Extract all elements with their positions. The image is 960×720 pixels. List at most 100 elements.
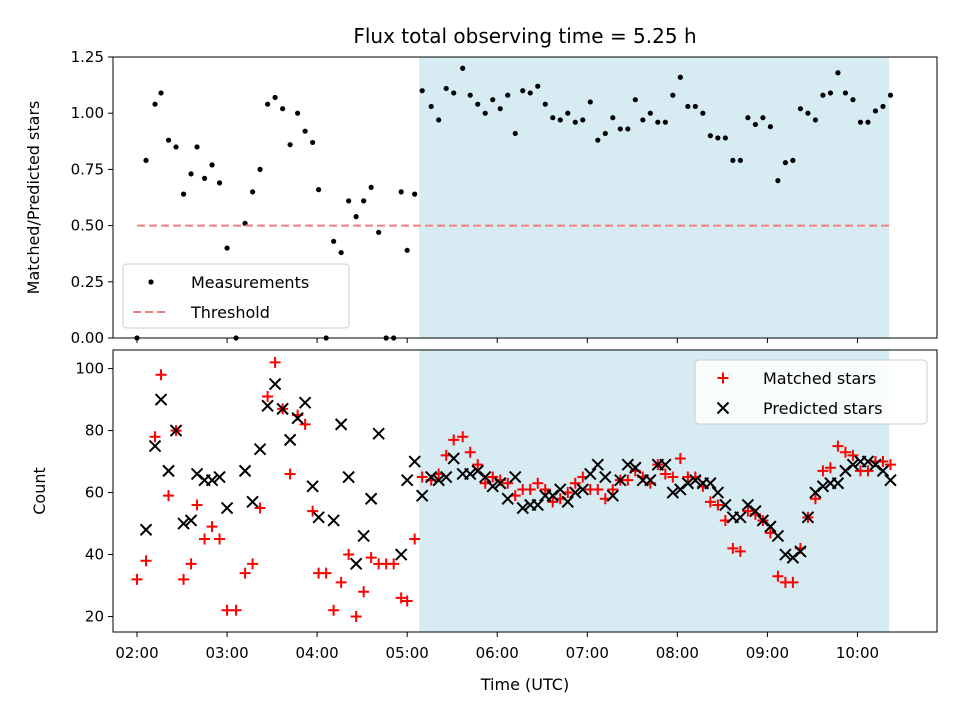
legend-box — [694, 359, 928, 425]
measurement-point — [715, 135, 721, 141]
predicted-star-point — [614, 473, 627, 487]
predicted-star-point — [576, 483, 589, 496]
predicted-star-point — [154, 393, 168, 406]
matched-star-point — [155, 369, 167, 381]
predicted-star-point — [283, 433, 297, 447]
predicted-star-point — [771, 529, 785, 543]
predicted-star-point — [177, 517, 190, 530]
legend-marker-swatch — [717, 372, 729, 384]
matched-star-point — [131, 573, 143, 585]
predicted-star-point — [184, 514, 198, 527]
predicted-star-point — [509, 470, 522, 484]
measurement-point — [677, 74, 683, 80]
measurement-point — [143, 157, 149, 164]
measurement-point — [880, 103, 886, 110]
measurement-point — [745, 115, 751, 121]
measurement-point — [505, 92, 511, 98]
ratio-panel-axes: 0.00 0.25 0.50 0.75 1.00 1.25 — [71, 48, 858, 347]
measurement-point — [216, 180, 223, 186]
measurement-point — [610, 115, 616, 121]
y-tick-label: 0.75 — [71, 160, 104, 178]
predicted-star-point — [666, 486, 680, 499]
measurement-point — [565, 110, 571, 116]
matched-star-point — [284, 468, 296, 480]
predicted-star-point — [779, 548, 792, 561]
predicted-star-point — [719, 498, 732, 512]
predicted-star-point — [876, 464, 890, 478]
predicted-star-point — [606, 489, 620, 502]
measurement-point — [850, 97, 856, 103]
measurement-point — [316, 187, 322, 193]
matched-star-point — [734, 545, 746, 557]
measurement-point — [482, 110, 488, 116]
x-tick-label: 04:00 — [296, 644, 339, 662]
measurement-point — [835, 70, 841, 76]
predicted-star-point — [169, 424, 183, 437]
predicted-star-point — [501, 492, 514, 505]
predicted-star-point — [261, 399, 274, 412]
measurement-point — [647, 110, 653, 116]
measurement-point — [542, 101, 548, 107]
predicted-star-point — [291, 411, 304, 425]
measurement-point — [820, 92, 826, 98]
measurement-point — [353, 214, 359, 220]
predicted-star-point — [349, 557, 363, 571]
predicted-star-point — [439, 470, 453, 484]
predicted-star-point — [238, 464, 252, 478]
predicted-star-point — [749, 504, 762, 518]
matched-star-point — [727, 542, 739, 554]
measurement-point — [451, 90, 457, 96]
predicted-star-point — [591, 458, 605, 471]
matched-star-point — [163, 490, 175, 502]
matched-star-point — [862, 465, 874, 477]
matched-star-point — [185, 558, 197, 570]
predicted-star-point — [659, 458, 672, 471]
measurement-point — [752, 121, 758, 128]
x-axis-label: Time (UTC) — [480, 675, 569, 694]
matched-star-point — [230, 604, 242, 616]
matched-star-point — [416, 471, 428, 483]
measurement-point — [887, 92, 894, 98]
matched-star-point — [787, 576, 799, 588]
matched-star-point — [365, 552, 377, 564]
predicted-star-point — [554, 483, 567, 496]
matched-star-point — [350, 611, 362, 623]
measurement-point — [572, 119, 578, 125]
measurement-point — [376, 229, 382, 235]
matched-star-point — [464, 446, 476, 458]
predicted-star-point — [357, 529, 370, 543]
measurement-point — [640, 117, 646, 123]
matched-star-point — [328, 604, 340, 616]
matched-star-point — [659, 468, 671, 480]
measurement-point — [662, 119, 668, 125]
legend-marker-swatch — [716, 401, 730, 415]
measurement-point — [842, 90, 849, 96]
measurement-point — [490, 97, 496, 103]
predicted-star-point — [764, 520, 777, 533]
predicted-star-point — [464, 467, 477, 481]
predicted-star-point — [447, 452, 460, 465]
matched-star-point — [674, 452, 686, 464]
matched-star-point — [239, 567, 251, 579]
measurement-point — [158, 90, 164, 96]
measurement-point — [188, 171, 194, 177]
y-tick-label: 20 — [85, 608, 104, 626]
measurement-point — [632, 97, 638, 103]
matched-star-point — [149, 431, 161, 443]
matched-star-point — [712, 499, 724, 511]
measurement-point — [692, 103, 698, 110]
measurement-point — [467, 92, 473, 98]
measurement-point — [398, 189, 404, 195]
matched-star-point — [254, 502, 266, 514]
measurement-point — [346, 198, 352, 204]
measurement-point — [827, 90, 834, 96]
predicted-star-point — [148, 439, 162, 453]
predicted-star-point — [342, 470, 355, 484]
predicted-star-point — [479, 470, 492, 484]
predicted-star-point — [831, 477, 845, 490]
measurement-point — [428, 103, 434, 110]
ratio-panel-marks — [134, 65, 894, 341]
measurement-point — [201, 175, 208, 181]
predicted-star-point — [584, 467, 597, 481]
predicted-star-point — [327, 514, 340, 527]
